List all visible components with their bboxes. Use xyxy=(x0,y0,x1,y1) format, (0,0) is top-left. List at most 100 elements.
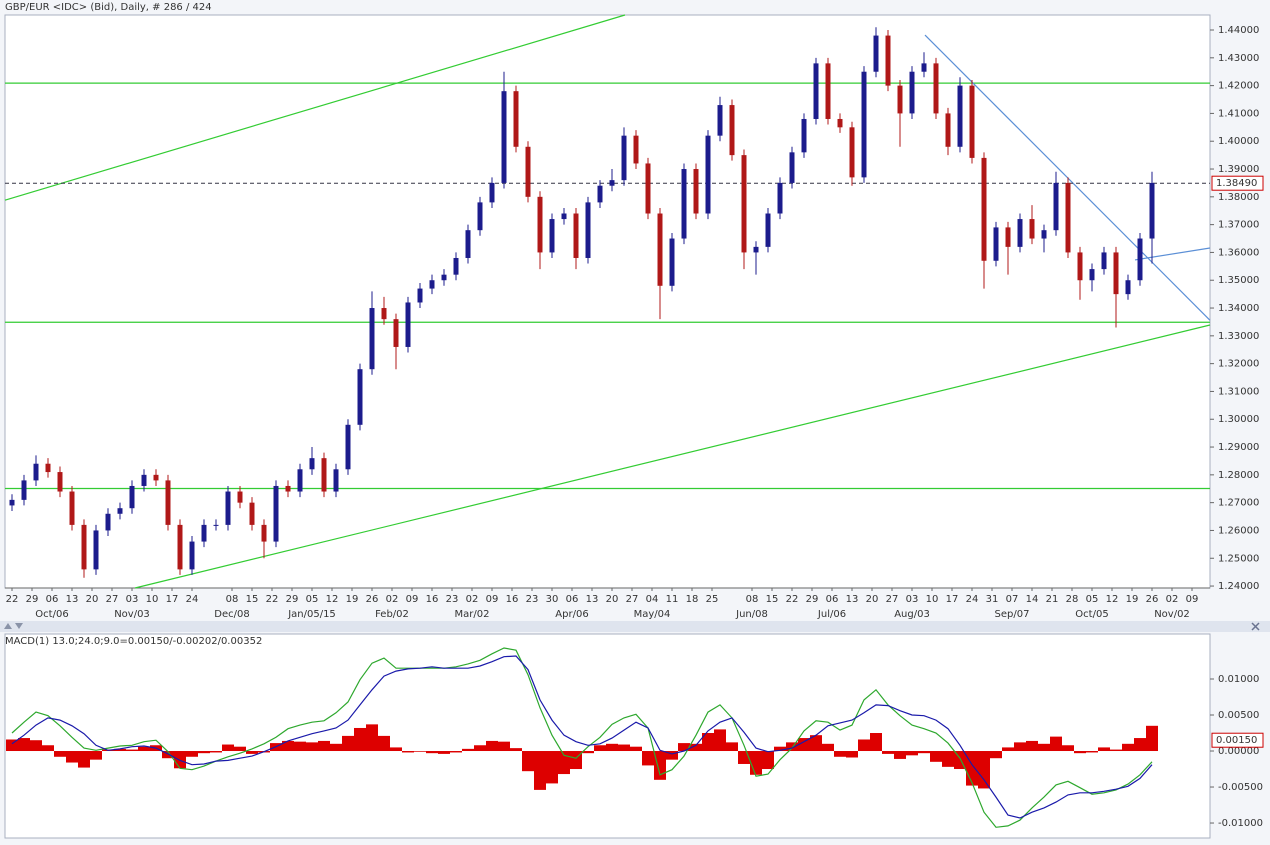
candle-body xyxy=(717,105,723,136)
histogram-bar xyxy=(186,751,198,757)
candle-body xyxy=(921,63,927,72)
x-major-label: Nov/02 xyxy=(1154,609,1190,620)
histogram-bar xyxy=(918,751,930,754)
candle-body xyxy=(765,213,771,247)
x-tick-label: 05 xyxy=(306,594,319,605)
histogram-bar xyxy=(786,742,798,752)
histogram-bar xyxy=(138,746,150,752)
pane-close[interactable] xyxy=(1251,622,1260,631)
histogram-bar xyxy=(114,748,126,752)
histogram-bar xyxy=(54,751,66,757)
last-value-box xyxy=(1211,732,1264,748)
candle-body xyxy=(153,474,159,481)
histogram-bar xyxy=(666,751,678,760)
histogram-bar xyxy=(870,733,882,752)
candle-body xyxy=(585,202,591,258)
x-tick-label: 27 xyxy=(626,594,639,605)
histogram-bar xyxy=(1146,725,1158,752)
histogram-bar xyxy=(1026,740,1038,752)
candle-body xyxy=(993,227,999,261)
candle-body xyxy=(33,463,39,481)
candle-body xyxy=(609,180,615,186)
pane-up-arrow[interactable] xyxy=(4,623,12,629)
histogram-bar xyxy=(630,746,642,752)
histogram-bar xyxy=(198,751,210,754)
candle-body xyxy=(165,480,171,525)
x-tick-label: 22 xyxy=(6,594,19,605)
x-tick-label: 19 xyxy=(1126,594,1139,605)
y-tick-label: 1.25000 xyxy=(1218,553,1259,564)
candle-body xyxy=(753,246,759,253)
x-tick-label: 22 xyxy=(786,594,799,605)
x-tick-label: 10 xyxy=(146,594,159,605)
y-tick-label: 1.24000 xyxy=(1218,581,1259,592)
y-tick-label: 1.36000 xyxy=(1218,247,1259,258)
x-major-label: May/04 xyxy=(634,609,671,620)
x-tick-label: 27 xyxy=(886,594,899,605)
chart-title: GBP/EUR <IDC> (Bid), Daily, # 286 / 424 xyxy=(5,2,212,13)
x-tick-label: 02 xyxy=(386,594,399,605)
histogram-bar xyxy=(978,751,990,789)
histogram-bar xyxy=(474,745,486,752)
y-tick-label: 1.28000 xyxy=(1218,470,1259,481)
candle-body xyxy=(537,196,543,253)
x-tick-label: 04 xyxy=(646,594,659,605)
candle-body xyxy=(669,238,675,286)
pane-down-arrow[interactable] xyxy=(15,623,23,629)
candle-body xyxy=(549,219,555,253)
x-tick-label: 23 xyxy=(446,594,459,605)
candle-body xyxy=(933,63,939,114)
plot-area xyxy=(4,633,1211,839)
x-tick-label: 26 xyxy=(1146,594,1159,605)
candle-body xyxy=(1089,269,1095,281)
pane-separator xyxy=(0,621,1270,632)
candle-body xyxy=(1113,252,1119,295)
x-tick-label: 29 xyxy=(26,594,39,605)
histogram-bar xyxy=(162,751,174,759)
x-tick-label: 06 xyxy=(826,594,839,605)
candle-body xyxy=(429,280,435,289)
candle-body xyxy=(1065,182,1071,253)
y-tick-label: 1.37000 xyxy=(1218,220,1259,231)
candle-body xyxy=(1029,219,1035,239)
x-tick-label: 12 xyxy=(1106,594,1119,605)
histogram-bar xyxy=(1074,751,1086,754)
last-value-box xyxy=(1211,175,1264,191)
x-tick-label: 20 xyxy=(606,594,619,605)
histogram-bar xyxy=(426,751,438,754)
histogram-bar xyxy=(450,751,462,753)
y-tick-label: 1.41000 xyxy=(1218,108,1259,119)
candle-body xyxy=(597,185,603,203)
candle-body xyxy=(729,105,735,156)
trend-line xyxy=(4,14,626,201)
candle-body xyxy=(381,308,387,320)
x-major-label: Jul/06 xyxy=(817,609,846,620)
histogram-bar xyxy=(210,751,222,753)
x-tick-label: 31 xyxy=(986,594,999,605)
x-tick-label: 13 xyxy=(586,594,599,605)
histogram-bar xyxy=(378,735,390,752)
candle-body xyxy=(393,319,399,347)
histogram-bar xyxy=(1098,747,1110,752)
x-tick-label: 18 xyxy=(686,594,699,605)
histogram-bar xyxy=(66,751,78,763)
x-tick-label: 25 xyxy=(706,594,719,605)
histogram-bar xyxy=(690,743,702,752)
candle-body xyxy=(1137,238,1143,281)
x-tick-label: 02 xyxy=(466,594,479,605)
histogram-bar xyxy=(1038,743,1050,752)
histogram-bar xyxy=(702,733,714,752)
x-tick-label: 15 xyxy=(766,594,779,605)
x-major-label: Sep/07 xyxy=(995,609,1030,620)
candle-body xyxy=(249,502,255,525)
histogram-bar xyxy=(438,751,450,754)
x-tick-label: 21 xyxy=(1046,594,1059,605)
candle-body xyxy=(489,182,495,203)
candle-body xyxy=(633,135,639,164)
x-tick-label: 13 xyxy=(66,594,79,605)
x-tick-label: 17 xyxy=(946,594,959,605)
x-tick-label: 16 xyxy=(506,594,519,605)
y-tick-label: 1.33000 xyxy=(1218,331,1259,342)
x-tick-label: 28 xyxy=(1066,594,1079,605)
indicator-line xyxy=(11,647,1153,828)
